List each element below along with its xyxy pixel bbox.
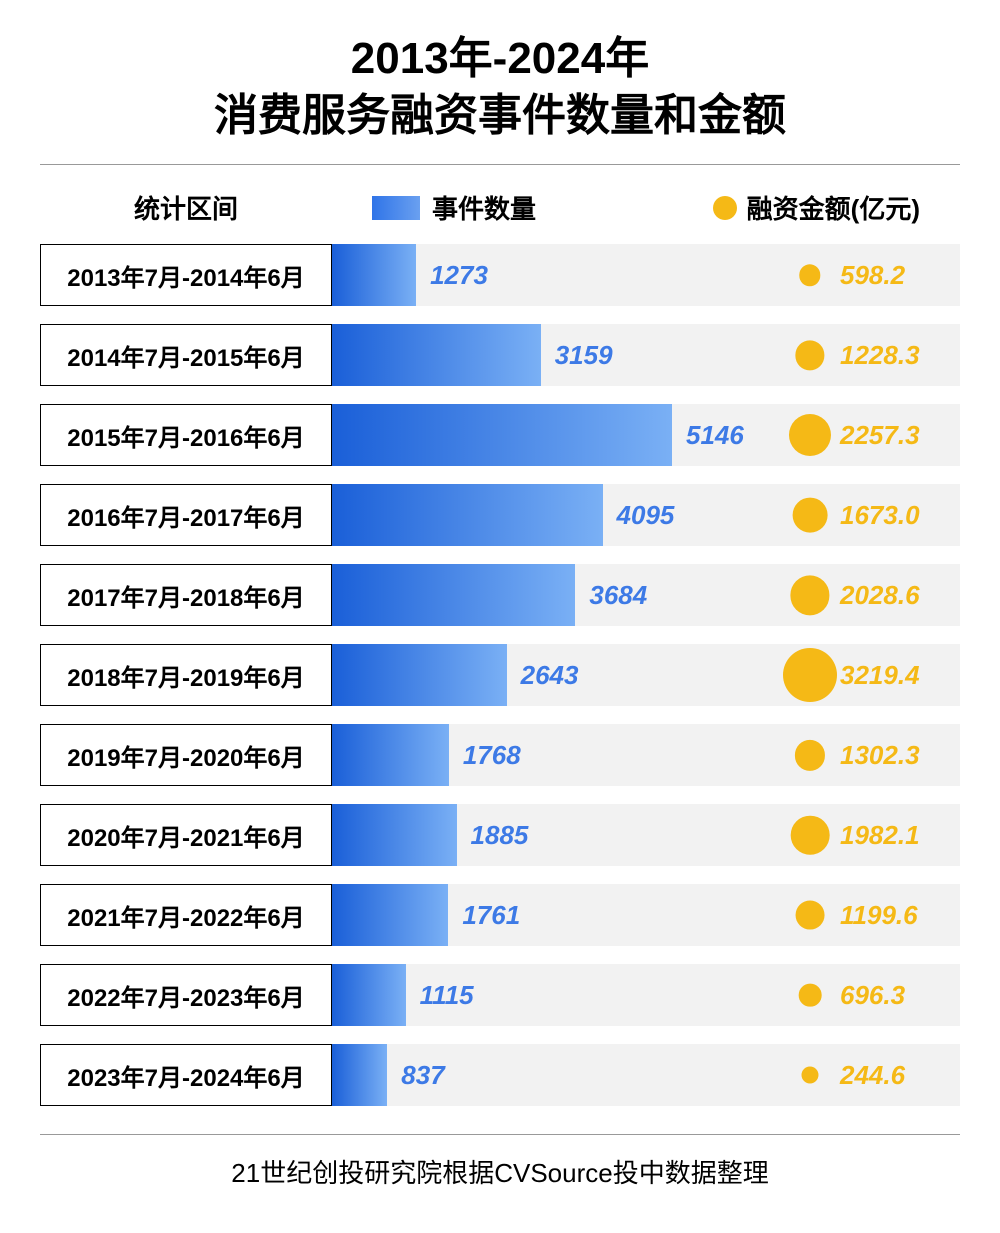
amount-value: 2028.6 xyxy=(840,564,920,626)
period-label: 2019年7月-2020年6月 xyxy=(40,724,332,786)
legend-period-label: 统计区间 xyxy=(40,189,332,226)
period-label: 2015年7月-2016年6月 xyxy=(40,404,332,466)
chart-row: 2018年7月-2019年6月 2643 3219.4 xyxy=(40,644,960,706)
count-bar xyxy=(332,1044,387,1106)
count-bar xyxy=(332,484,603,546)
amount-value: 244.6 xyxy=(840,1044,905,1106)
period-label: 2014年7月-2015年6月 xyxy=(40,324,332,386)
count-value: 1761 xyxy=(462,884,520,946)
amount-value: 3219.4 xyxy=(840,644,920,706)
chart-row: 2017年7月-2018年6月 3684 2028.6 xyxy=(40,564,960,626)
period-label: 2020年7月-2021年6月 xyxy=(40,804,332,866)
amount-dot xyxy=(801,1067,818,1084)
legend-bar-icon xyxy=(372,196,420,220)
chart-rows: 2013年7月-2014年6月 1273 598.2 2014年7月-2015年6月 3… xyxy=(40,244,960,1106)
legend: 统计区间 事件数量 融资金额(亿元) xyxy=(40,189,960,226)
period-label: 2018年7月-2019年6月 xyxy=(40,644,332,706)
amount-value: 1982.1 xyxy=(840,804,920,866)
amount-dot xyxy=(799,984,822,1007)
count-bar xyxy=(332,324,541,386)
amount-dot xyxy=(783,648,837,702)
legend-amount-label: 融资金额(亿元) xyxy=(747,189,920,226)
amount-dot xyxy=(789,414,831,456)
amount-value: 2257.3 xyxy=(840,404,920,466)
chart-row: 2014年7月-2015年6月 3159 1228.3 xyxy=(40,324,960,386)
amount-value: 1673.0 xyxy=(840,484,920,546)
chart-row: 2016年7月-2017年6月 4095 1673.0 xyxy=(40,484,960,546)
amount-dot xyxy=(796,901,825,930)
count-value: 1885 xyxy=(471,804,529,866)
legend-dot-icon xyxy=(713,196,737,220)
legend-count: 事件数量 xyxy=(372,189,536,226)
period-label: 2021年7月-2022年6月 xyxy=(40,884,332,946)
title-line-2: 消费服务融资事件数量和金额 xyxy=(40,87,960,144)
count-value: 3684 xyxy=(589,564,647,626)
count-value: 4095 xyxy=(617,484,675,546)
count-bar xyxy=(332,884,448,946)
amount-value: 696.3 xyxy=(840,964,905,1026)
count-bar xyxy=(332,644,507,706)
count-bar xyxy=(332,404,672,466)
amount-dot xyxy=(793,498,828,533)
count-value: 1768 xyxy=(463,724,521,786)
chart-row: 2020年7月-2021年6月 1885 1982.1 xyxy=(40,804,960,866)
legend-count-label: 事件数量 xyxy=(432,189,536,226)
period-label: 2017年7月-2018年6月 xyxy=(40,564,332,626)
count-bar xyxy=(332,804,457,866)
chart-row: 2021年7月-2022年6月 1761 1199.6 xyxy=(40,884,960,946)
count-value: 3159 xyxy=(555,324,613,386)
bottom-divider xyxy=(40,1134,960,1135)
count-bar xyxy=(332,724,449,786)
source-text: 21世纪创投研究院根据CVSource投中数据整理 xyxy=(40,1153,960,1190)
count-value: 1115 xyxy=(420,964,474,1026)
chart-title: 2013年-2024年 消费服务融资事件数量和金额 xyxy=(40,30,960,144)
legend-amount: 融资金额(亿元) xyxy=(713,189,920,226)
amount-value: 1302.3 xyxy=(840,724,920,786)
count-value: 837 xyxy=(401,1044,444,1106)
period-label: 2023年7月-2024年6月 xyxy=(40,1044,332,1106)
amount-dot xyxy=(791,816,830,855)
count-bar xyxy=(332,564,575,626)
chart-row: 2019年7月-2020年6月 1768 1302.3 xyxy=(40,724,960,786)
count-value: 1273 xyxy=(430,244,488,306)
chart-row: 2023年7月-2024年6月 837 244.6 xyxy=(40,1044,960,1106)
amount-value: 598.2 xyxy=(840,244,905,306)
chart-row: 2015年7月-2016年6月 5146 2257.3 xyxy=(40,404,960,466)
count-value: 5146 xyxy=(686,404,744,466)
amount-value: 1199.6 xyxy=(840,884,918,946)
top-divider xyxy=(40,164,960,165)
period-label: 2016年7月-2017年6月 xyxy=(40,484,332,546)
title-line-1: 2013年-2024年 xyxy=(40,30,960,87)
period-label: 2022年7月-2023年6月 xyxy=(40,964,332,1026)
count-bar xyxy=(332,964,406,1026)
chart-row: 2013年7月-2014年6月 1273 598.2 xyxy=(40,244,960,306)
count-bar xyxy=(332,244,416,306)
amount-value: 1228.3 xyxy=(840,324,920,386)
count-value: 2643 xyxy=(521,644,579,706)
period-label: 2013年7月-2014年6月 xyxy=(40,244,332,306)
chart-row: 2022年7月-2023年6月 1115 696.3 xyxy=(40,964,960,1026)
